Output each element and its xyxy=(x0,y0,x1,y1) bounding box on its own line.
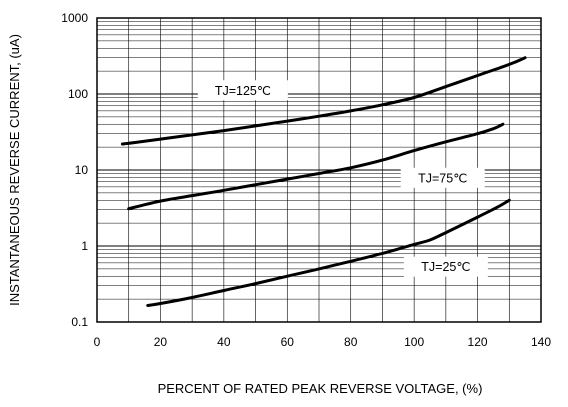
y-tick-label: 10 xyxy=(75,163,89,177)
y-tick-label: 0.1 xyxy=(71,315,88,329)
series-curves xyxy=(120,56,527,307)
series-label-box xyxy=(400,167,485,188)
x-tick-label: 60 xyxy=(281,335,295,349)
x-tick-label: 0 xyxy=(94,335,101,349)
series-label: TJ=75℃ xyxy=(418,171,467,185)
x-axis-label: PERCENT OF RATED PEAK REVERSE VOLTAGE, (… xyxy=(158,381,483,396)
y-tick-label: 1000 xyxy=(61,11,88,25)
plot-frame xyxy=(96,17,542,323)
series-label: TJ=25℃ xyxy=(421,260,470,274)
series-label: TJ=125℃ xyxy=(215,84,271,98)
x-tick-label: 100 xyxy=(404,335,424,349)
x-tick-labels: 0 20 40 60 80 100 120 140 xyxy=(94,335,552,349)
series-labels: TJ=125℃ TJ=75℃ TJ=25℃ xyxy=(197,80,488,277)
y-tick-label: 1 xyxy=(81,239,88,253)
y-tick-label: 100 xyxy=(68,87,88,101)
x-tick-label: 120 xyxy=(468,335,488,349)
series-label-box xyxy=(403,256,488,277)
series-label-box xyxy=(197,80,288,101)
y-axis-label: INSTANTANEOUS REVERSE CURRENT, (uA) xyxy=(7,34,22,306)
series-curve-tj125 xyxy=(120,56,527,146)
x-tick-label: 40 xyxy=(217,335,231,349)
x-tick-label: 140 xyxy=(531,335,551,349)
y-tick-labels: 0.1 1 10 100 1000 xyxy=(61,11,88,329)
x-tick-label: 20 xyxy=(154,335,168,349)
series-curve-tj75 xyxy=(127,122,505,211)
x-tick-label: 80 xyxy=(344,335,358,349)
series-curve-tj25 xyxy=(146,198,511,307)
